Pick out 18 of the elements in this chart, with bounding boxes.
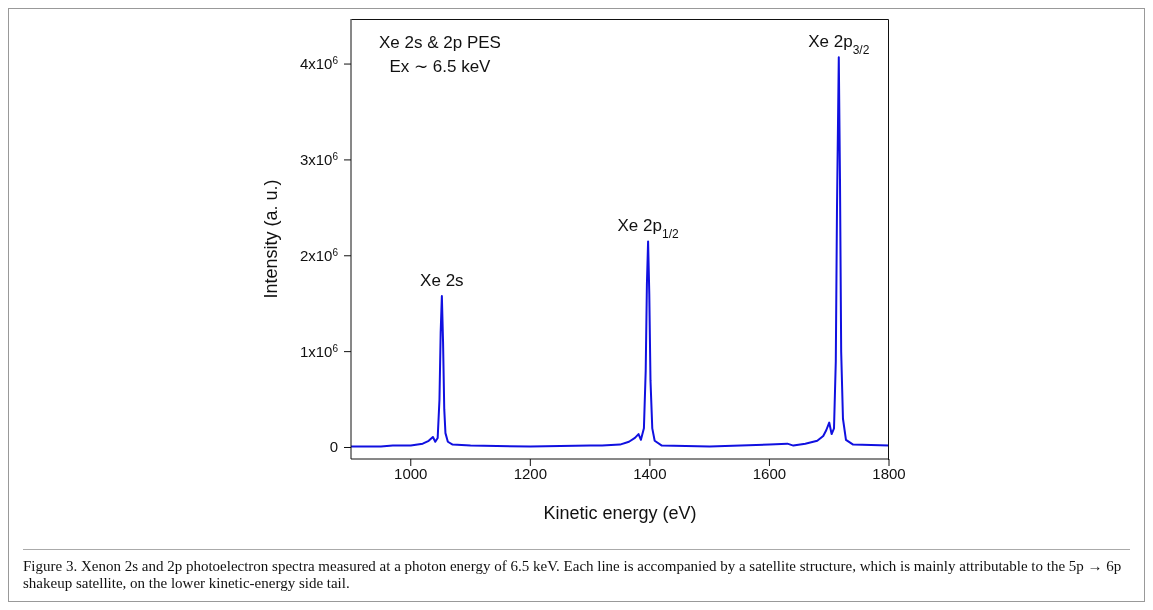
y-tick-label: 3x10$^{6}$ [299, 150, 339, 168]
x-axis-title: Kinetic energy (eV) [543, 503, 697, 523]
y-tick-label: 2x10$^{6}$ [299, 246, 339, 264]
y-axis-title: Intensity (a. u.) [261, 179, 282, 299]
x-tick-label: 1400 [633, 464, 667, 482]
x-tick-label: 1000 [394, 464, 428, 482]
x-tick-label: 1600 [752, 464, 787, 482]
annotation: Xe 2s & 2p PES [379, 32, 501, 54]
x-tick-label: 1800 [872, 464, 906, 482]
annotation: Xe 2s [420, 271, 464, 291]
annotation: Xe 2p$_{1/2}$ [617, 216, 679, 242]
annotation: Ex ∼ 6.5 keV [388, 56, 492, 78]
annotation: Xe 2p$_{3/2}$ [808, 32, 870, 58]
y-tick-label: 1x10$^{6}$ [299, 342, 339, 360]
y-tick-label: 4x10$^{6}$ [299, 54, 339, 73]
x-tick-label: 1200 [513, 464, 548, 482]
y-tick-label: 0 [329, 438, 338, 456]
caption: Figure 3. Xenon 2s and 2p photoelectron spectra measured at a photon energy of 6.5 keV. Each line is accompanied by a satellite structure, which is mainly attributable to the 5p → 6p shakeup satellite, on the lower kinetic-energy side tail. [23, 549, 1130, 592]
